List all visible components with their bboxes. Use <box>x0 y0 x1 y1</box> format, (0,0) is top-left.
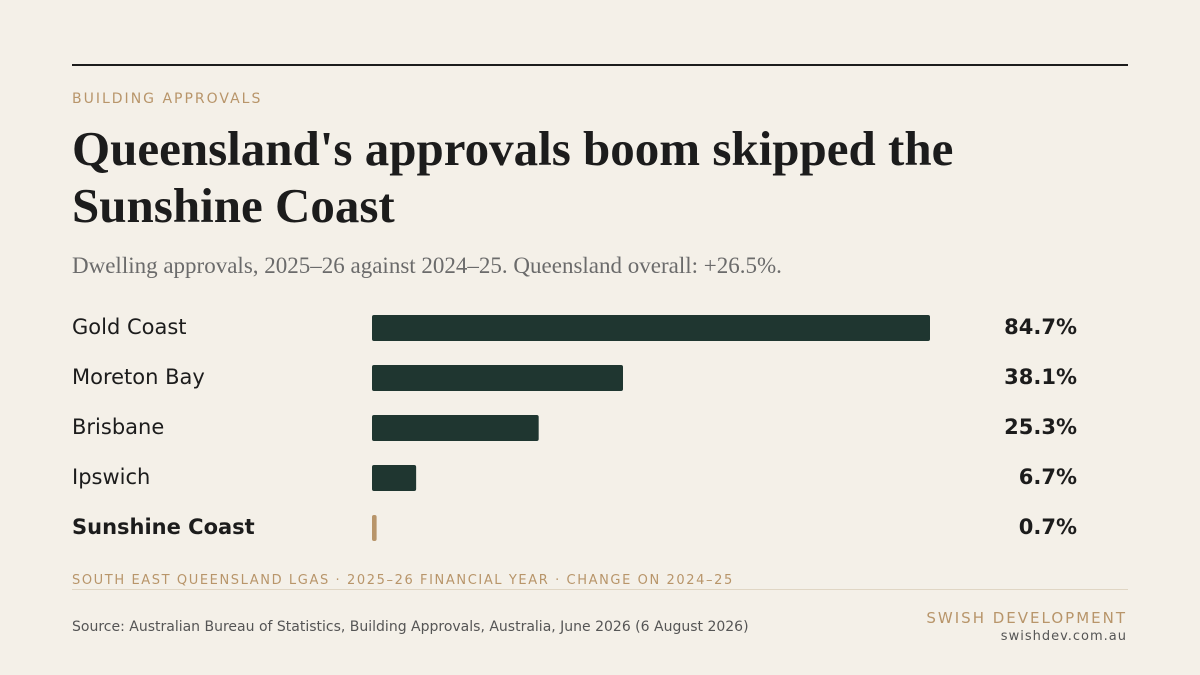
category-label: Sunshine Coast <box>72 515 255 539</box>
bar <box>372 465 417 491</box>
value-label: 84.7% <box>1004 315 1077 339</box>
category-label: Moreton Bay <box>72 365 205 389</box>
category-label: Gold Coast <box>72 315 187 339</box>
bar <box>372 415 539 441</box>
bar <box>372 365 624 391</box>
source: Source: Australian Bureau of Statistics,… <box>72 619 749 635</box>
kicker: BUILDING APPROVALS <box>72 91 263 107</box>
footnote: SOUTH EAST QUEENSLAND LGAS · 2025–26 FIN… <box>72 573 734 588</box>
subtitle: Dwelling approvals, 2025–26 against 2024… <box>72 253 782 278</box>
value-label: 38.1% <box>1004 365 1077 389</box>
top-rule <box>72 64 1128 66</box>
chart-title: Queensland's approvals boom skipped the … <box>72 121 954 233</box>
value-label: 6.7% <box>1019 465 1077 489</box>
divider <box>72 589 1128 590</box>
value-label: 0.7% <box>1019 515 1077 539</box>
bar <box>372 515 377 541</box>
category-label: Ipswich <box>72 465 150 489</box>
website: swishdev.com.au <box>1000 629 1127 644</box>
category-label: Brisbane <box>72 415 164 439</box>
chart: Gold Coast 84.7% Moreton Bay 38.1% Brisbane 2… <box>72 315 1077 541</box>
bar <box>372 315 930 341</box>
value-label: 25.3% <box>1004 415 1077 439</box>
brand: SWISH DEVELOPMENT <box>926 609 1127 627</box>
